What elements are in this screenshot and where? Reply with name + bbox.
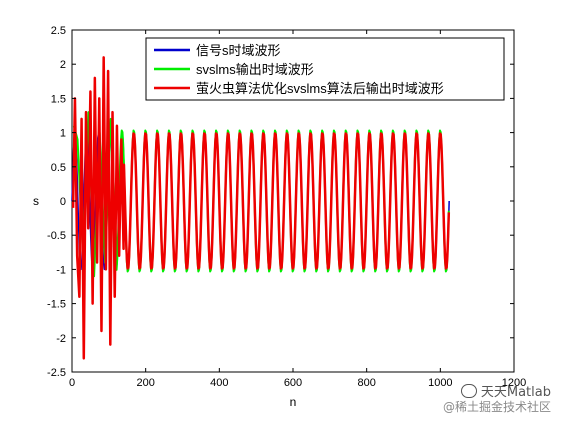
y-tick-label: 2.5 <box>51 25 66 37</box>
x-tick-label: 1000 <box>428 377 452 389</box>
watermark: 天天Matlab @稀土掘金技术社区 <box>443 384 551 414</box>
legend-label: svslms输出时域波形 <box>196 62 314 77</box>
y-tick-label: -1.5 <box>47 299 66 311</box>
x-tick-label: 600 <box>284 377 302 389</box>
x-tick-label: 1200 <box>502 377 526 389</box>
axes-layer: 0 200 400 600 800 1000 1200 -2.5 -2 -1.5 -1 -0.5 0 0.… <box>47 25 526 389</box>
y-tick-label: -0.5 <box>47 230 66 242</box>
legend: 信号s时域波形 svslms输出时域波形萤火虫算法优化svslms算法后输出时域波… <box>145 37 505 101</box>
y-tick-label: -2 <box>56 333 66 345</box>
x-tick-label: 800 <box>357 377 375 389</box>
y-tick-label: -1 <box>56 264 66 276</box>
x-axis-label: n <box>290 395 297 409</box>
y-tick-label: 2 <box>60 59 66 71</box>
legend-box <box>145 37 505 101</box>
x-tick-label: 0 <box>69 377 75 389</box>
series-layer <box>71 56 451 360</box>
watermark-line1: 天天Matlab <box>480 385 551 400</box>
series-line-firefly <box>71 56 451 360</box>
legend-label: 萤火虫算法优化svslms算法后输出时域波形 <box>196 81 444 96</box>
x-tick-label: 400 <box>210 377 228 389</box>
watermark-line2: @稀土掘金技术社区 <box>442 400 551 414</box>
y-axis-label: s <box>33 194 39 208</box>
y-tick-label: 1.5 <box>51 93 66 105</box>
y-tick-label: 1 <box>60 128 66 140</box>
y-tick-label: -2.5 <box>47 367 66 379</box>
y-tick-label: 0.5 <box>51 162 66 174</box>
wechat-icon <box>460 384 477 398</box>
y-tick-label: 0 <box>60 196 66 208</box>
legend-label: 信号s时域波形 <box>196 43 281 58</box>
x-tick-label: 200 <box>136 377 154 389</box>
